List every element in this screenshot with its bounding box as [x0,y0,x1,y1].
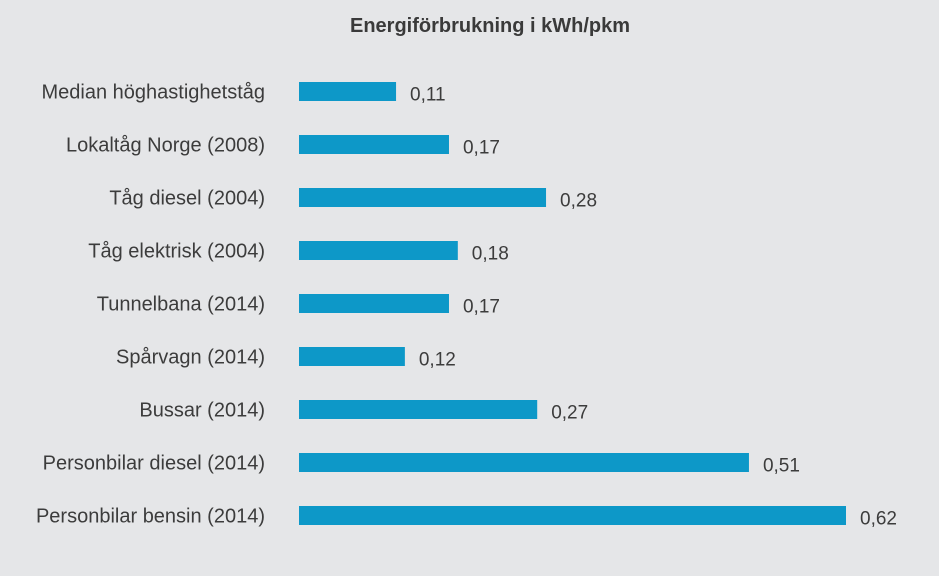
value-label: 0,17 [463,138,500,159]
chart-title: Energiförbrukning i kWh/pkm [350,15,630,37]
category-label: Tåg elektrisk (2004) [88,241,265,263]
category-label: Spårvagn (2014) [116,347,265,369]
category-labels: Median höghastighetståg Lokaltåg Norge (2… [36,82,265,528]
bar [299,453,749,472]
bar [299,241,458,260]
bars [299,82,846,525]
bar [299,347,405,366]
value-label: 0,62 [860,509,897,530]
category-label: Median höghastighetståg [42,82,266,104]
bar [299,135,449,154]
value-label: 0,28 [560,191,597,212]
category-label: Bussar (2014) [139,400,265,422]
category-label: Tunnelbana (2014) [97,294,265,316]
bar [299,400,538,419]
category-label: Personbilar diesel (2014) [43,453,265,475]
bar [299,188,547,207]
value-label: 0,12 [419,350,456,371]
value-labels: 0,11 0,17 0,28 0,18 0,17 0,12 0,27 0,51 0,62 [410,85,897,530]
value-label: 0,17 [463,297,500,318]
value-label: 0,27 [551,403,588,424]
category-label: Lokaltåg Norge (2008) [66,135,265,157]
value-label: 0,51 [763,456,800,477]
value-label: 0,11 [410,85,446,106]
bar [299,294,449,313]
bar [299,82,397,101]
bar [299,506,846,525]
category-label: Tåg diesel (2004) [109,188,265,210]
category-label: Personbilar bensin (2014) [36,506,265,528]
value-label: 0,18 [472,244,509,265]
